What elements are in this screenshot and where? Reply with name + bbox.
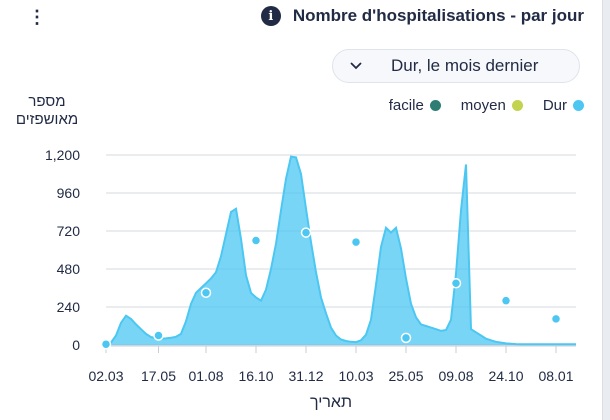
data-point-marker <box>450 278 462 289</box>
y-axis-label: מספר מאושפזים <box>15 93 79 128</box>
series-line-dur <box>105 155 576 346</box>
x-tick-label: 31.12 <box>288 368 323 384</box>
x-tick-label: 25.05 <box>388 368 423 384</box>
x-tick-label: 10.03 <box>338 368 373 384</box>
period-dropdown[interactable]: Dur, le mois dernier <box>332 49 580 83</box>
x-tick-label: 17.05 <box>141 368 176 384</box>
legend-swatch-facile <box>429 100 441 111</box>
y-tick-label: 240 <box>57 299 81 315</box>
data-point-marker <box>500 295 512 306</box>
kebab-menu-icon[interactable]: ⋮ <box>28 7 46 27</box>
legend-label-moyen: moyen <box>460 97 506 114</box>
data-point-marker <box>550 313 562 325</box>
x-tick-label: 08.01 <box>538 368 573 384</box>
legend-swatch-dur <box>573 100 584 111</box>
x-tick-label: 02.03 <box>88 368 123 384</box>
x-tick-label: 01.08 <box>188 368 223 384</box>
data-point-marker <box>400 332 412 344</box>
legend-swatch-moyen <box>511 100 523 111</box>
x-tick-label: 24.10 <box>488 368 523 384</box>
data-point-marker <box>200 287 212 298</box>
x-axis-label: תאריך <box>310 394 353 411</box>
data-point-marker <box>100 338 112 350</box>
legend-label-dur: Dur <box>542 97 567 114</box>
x-tick-label: 16.10 <box>238 368 273 384</box>
legend-item-moyen[interactable]: moyen <box>461 97 523 114</box>
x-tick-label: 09.08 <box>438 368 473 384</box>
legend-label-facile: facile <box>388 97 424 114</box>
y-tick-label: 1,200 <box>45 147 80 163</box>
series-area-dur <box>106 156 576 345</box>
info-icon[interactable]: i <box>260 6 281 26</box>
data-point-marker <box>350 236 362 248</box>
y-tick-label: 0 <box>72 337 80 353</box>
data-point-marker <box>300 227 312 238</box>
chart-title: Nombre d'hospitalisations - par jour <box>292 6 584 25</box>
period-dropdown-value: Dur, le mois dernier <box>391 56 539 75</box>
chevron-down-icon <box>349 59 363 73</box>
data-point-marker <box>153 330 164 341</box>
y-tick-label: 960 <box>57 185 81 201</box>
card-header: i Nombre d'hospitalisations - par jour <box>260 6 584 26</box>
legend-item-facile[interactable]: facile <box>389 97 441 114</box>
y-tick-label: 480 <box>57 261 81 277</box>
data-point-marker <box>250 235 262 246</box>
chart-legend: facile moyen Dur <box>369 97 584 114</box>
y-tick-label: 720 <box>57 223 81 239</box>
legend-item-dur[interactable]: Dur <box>543 97 584 114</box>
